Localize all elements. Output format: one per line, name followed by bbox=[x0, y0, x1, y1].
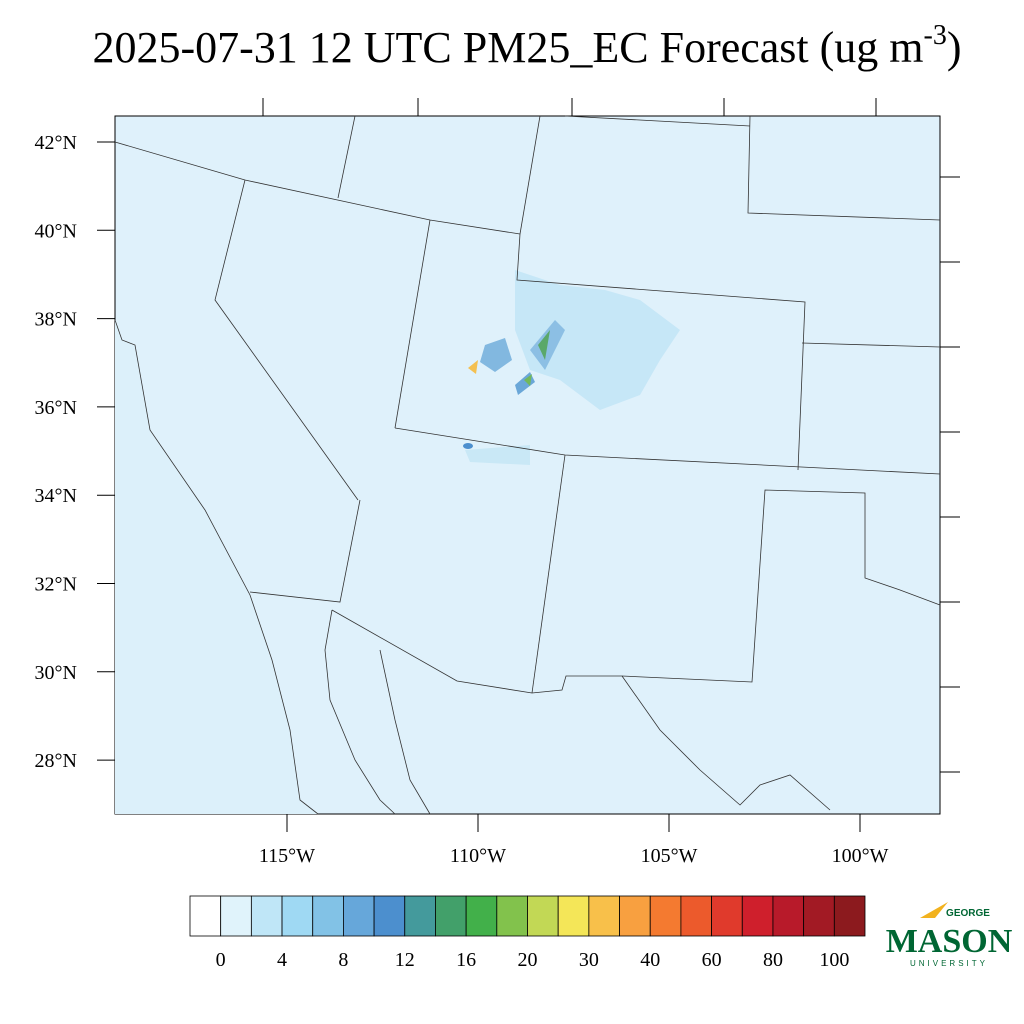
lon-label: 100°W bbox=[832, 845, 889, 867]
ocean bbox=[115, 320, 318, 814]
logo-bottom: UNIVERSITY bbox=[910, 959, 988, 968]
lat-label: 34°N bbox=[35, 485, 77, 507]
title: 2025-07-31 12 UTC PM25_EC Forecast (ug m… bbox=[92, 20, 961, 72]
colorbar-box bbox=[619, 895, 651, 937]
colorbar-box bbox=[803, 895, 835, 937]
lat-label: 42°N bbox=[35, 132, 77, 154]
colorbar-label: 16 bbox=[456, 949, 476, 971]
pm25-plume bbox=[463, 270, 680, 465]
map bbox=[114, 98, 960, 815]
title-superscript: -3 bbox=[924, 20, 947, 51]
colorbar-box bbox=[557, 895, 590, 937]
colorbar-label: 60 bbox=[702, 949, 722, 971]
colorbar: 0 4 8 12 16 20 30 40 60 80 100 bbox=[189, 895, 866, 971]
colorbar-box bbox=[772, 895, 805, 937]
borders bbox=[114, 115, 941, 815]
colorbar-box bbox=[833, 895, 866, 937]
colorbar-box bbox=[220, 895, 252, 937]
colorbar-label: 40 bbox=[640, 949, 660, 971]
colorbar-box bbox=[741, 895, 774, 937]
colorbar-label: 100 bbox=[819, 949, 849, 971]
colorbar-box bbox=[312, 895, 344, 937]
lon-label: 105°W bbox=[641, 845, 698, 867]
colorbar-label: 0 bbox=[216, 949, 226, 971]
colorbar-box bbox=[680, 895, 712, 937]
colorbar-box bbox=[496, 895, 528, 937]
colorbar-box bbox=[527, 895, 559, 937]
colorbar-box bbox=[343, 895, 375, 937]
colorbar-label: 30 bbox=[579, 949, 599, 971]
lat-label: 28°N bbox=[35, 750, 77, 772]
colorbar-box bbox=[189, 895, 222, 937]
colorbar-box bbox=[649, 895, 682, 937]
colorbar-label: 4 bbox=[277, 949, 287, 971]
lat-label: 30°N bbox=[35, 662, 77, 684]
logo: GEORGE MASON UNIVERSITY bbox=[886, 902, 1013, 968]
lat-label: 40°N bbox=[35, 220, 77, 242]
colorbar-label: 8 bbox=[338, 949, 348, 971]
colorbar-box bbox=[404, 895, 436, 937]
axis-labels: 42°N 40°N 38°N 36°N 34°N 32°N 30°N 28°N 115°W 110… bbox=[35, 132, 889, 867]
lon-label: 110°W bbox=[450, 845, 506, 867]
axis-ticks bbox=[262, 98, 960, 773]
lat-label: 36°N bbox=[35, 397, 77, 419]
colorbar-label: 12 bbox=[395, 949, 415, 971]
colorbar-box bbox=[281, 895, 314, 937]
lon-label: 115°W bbox=[259, 845, 315, 867]
title-main: 2025-07-31 12 UTC PM25_EC Forecast (ug m bbox=[92, 23, 923, 72]
colorbar-box bbox=[588, 895, 620, 937]
colorbar-label: 80 bbox=[763, 949, 783, 971]
title-end: ) bbox=[947, 23, 962, 72]
colorbar-box bbox=[373, 895, 406, 937]
logo-top: GEORGE bbox=[946, 908, 990, 919]
colorbar-box bbox=[465, 895, 498, 937]
logo-main: MASON bbox=[886, 923, 1013, 960]
colorbar-box bbox=[711, 895, 743, 937]
colorbar-box bbox=[250, 895, 283, 937]
colorbar-box bbox=[435, 895, 467, 937]
colorbar-label: 20 bbox=[518, 949, 538, 971]
lat-label: 38°N bbox=[35, 309, 77, 331]
lat-label: 32°N bbox=[35, 574, 77, 596]
